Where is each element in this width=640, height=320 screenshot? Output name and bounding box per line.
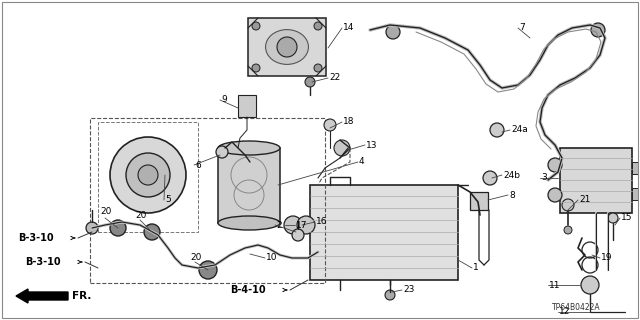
Circle shape: [324, 119, 336, 131]
Text: 19: 19: [601, 253, 612, 262]
Text: 4: 4: [359, 157, 365, 166]
Text: B-3-10: B-3-10: [25, 257, 61, 267]
Circle shape: [110, 137, 186, 213]
Ellipse shape: [218, 216, 280, 230]
Text: 20: 20: [135, 211, 147, 220]
Circle shape: [126, 153, 170, 197]
Text: 2: 2: [276, 220, 282, 229]
Text: 20: 20: [190, 253, 202, 262]
Circle shape: [292, 229, 304, 241]
Text: 15: 15: [621, 213, 632, 222]
Text: B-4-10: B-4-10: [230, 285, 266, 295]
Circle shape: [386, 25, 400, 39]
Bar: [248, 18, 326, 76]
Text: 10: 10: [266, 253, 278, 262]
Circle shape: [548, 158, 562, 172]
Circle shape: [314, 22, 322, 30]
Text: 18: 18: [343, 117, 355, 126]
Text: 24b: 24b: [503, 171, 520, 180]
Bar: [470, 192, 488, 210]
Text: 1: 1: [473, 263, 479, 273]
Text: FR.: FR.: [72, 291, 92, 301]
Text: 9: 9: [221, 95, 227, 105]
Circle shape: [86, 222, 98, 234]
Text: 3: 3: [541, 173, 547, 182]
Circle shape: [277, 37, 297, 57]
Circle shape: [562, 199, 574, 211]
FancyArrow shape: [16, 289, 68, 303]
Ellipse shape: [266, 30, 308, 64]
Bar: [218, 148, 280, 223]
Text: B-3-10: B-3-10: [18, 233, 54, 243]
Bar: [632, 162, 638, 174]
Circle shape: [216, 146, 228, 158]
Circle shape: [252, 64, 260, 72]
Bar: [90, 118, 325, 283]
Circle shape: [564, 226, 572, 234]
Text: 6: 6: [195, 161, 201, 170]
Circle shape: [314, 64, 322, 72]
Circle shape: [490, 123, 504, 137]
Bar: [560, 148, 632, 213]
Circle shape: [199, 261, 217, 279]
Text: 24a: 24a: [511, 125, 528, 134]
Text: TP64B0422A: TP64B0422A: [552, 303, 600, 313]
Circle shape: [110, 220, 126, 236]
Circle shape: [385, 290, 395, 300]
Circle shape: [284, 216, 302, 234]
Circle shape: [305, 77, 315, 87]
Bar: [238, 95, 256, 117]
Circle shape: [548, 188, 562, 202]
Text: 17: 17: [296, 220, 307, 229]
Ellipse shape: [218, 141, 280, 155]
Text: 20: 20: [100, 207, 111, 217]
Circle shape: [483, 171, 497, 185]
Circle shape: [297, 216, 315, 234]
Circle shape: [591, 23, 605, 37]
Text: 8: 8: [509, 190, 515, 199]
Text: 23: 23: [403, 285, 414, 294]
Text: 22: 22: [329, 74, 340, 83]
Text: 12: 12: [559, 308, 570, 316]
Circle shape: [144, 224, 160, 240]
Circle shape: [608, 213, 618, 223]
Text: 21: 21: [579, 196, 590, 204]
Circle shape: [138, 165, 158, 185]
Text: 11: 11: [549, 281, 561, 290]
Circle shape: [581, 276, 599, 294]
Circle shape: [334, 140, 350, 156]
Text: 5: 5: [165, 196, 171, 204]
Bar: [98, 122, 198, 232]
Circle shape: [252, 22, 260, 30]
Bar: [632, 188, 638, 200]
Text: 14: 14: [343, 23, 355, 33]
Text: 7: 7: [519, 23, 525, 33]
Bar: [310, 185, 458, 280]
Text: 13: 13: [366, 140, 378, 149]
Text: 16: 16: [316, 218, 328, 227]
